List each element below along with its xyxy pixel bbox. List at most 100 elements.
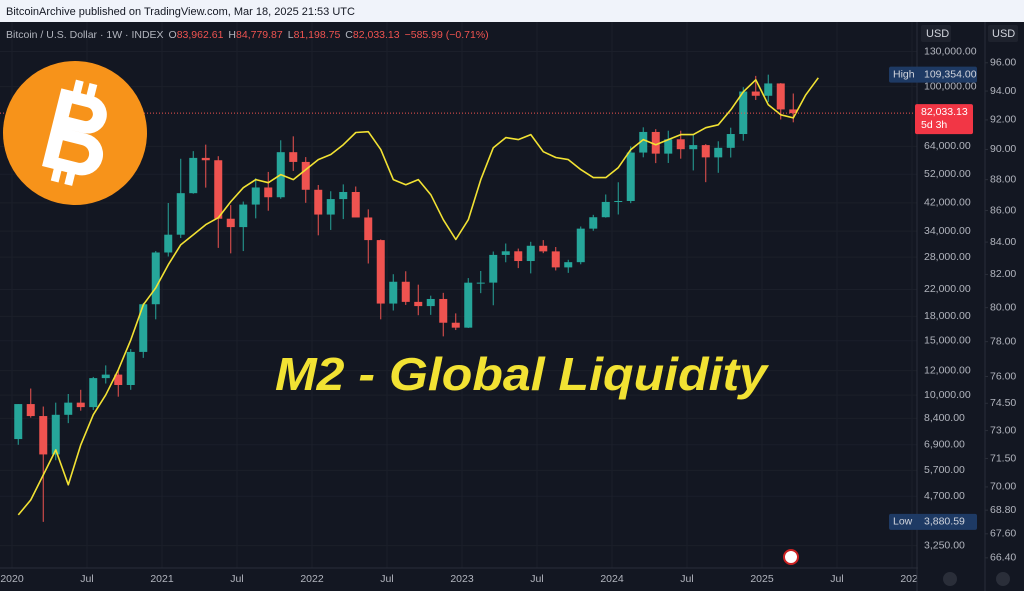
candle-body xyxy=(289,152,298,162)
legend-value: 81,198.75 xyxy=(294,29,341,41)
y2-tick-label: 78.00 xyxy=(990,335,1016,347)
candle-body xyxy=(776,83,785,110)
candle-body xyxy=(764,83,773,96)
y-tick-label: 3,250.00 xyxy=(924,539,965,551)
candle-body xyxy=(214,160,223,219)
candle-body xyxy=(64,402,73,415)
axis-button xyxy=(996,572,1010,586)
y-tick-label: 42,000.00 xyxy=(924,197,971,209)
low-box xyxy=(889,513,977,530)
y2-tick-label: 88.00 xyxy=(990,173,1016,185)
candle-body xyxy=(526,245,535,262)
candle-body xyxy=(489,254,498,283)
y-tick-label: 130,000.00 xyxy=(924,45,977,57)
candle-body xyxy=(364,217,373,241)
candle-body xyxy=(626,152,635,201)
y-tick-label: 12,000.00 xyxy=(924,364,971,376)
candle-body xyxy=(151,252,160,305)
last-price-box xyxy=(915,104,973,135)
candle-body xyxy=(789,109,798,114)
candle-body xyxy=(539,245,548,252)
y-tick-label: 100,000.00 xyxy=(924,80,977,92)
y2-tick-label: 76.00 xyxy=(990,370,1016,382)
candle-body xyxy=(689,145,698,150)
event-icon xyxy=(783,549,799,565)
y2-tick-label: 86.00 xyxy=(990,204,1016,216)
candle-body xyxy=(726,134,735,148)
legend: Bitcoin / U.S. Dollar · 1W · INDEX O83,96… xyxy=(6,29,489,41)
candle-body xyxy=(639,131,648,153)
candle-body xyxy=(226,218,235,228)
y-tick-label: 22,000.00 xyxy=(924,283,971,295)
y-tick-label: 8,400.00 xyxy=(924,412,965,424)
candle-body xyxy=(426,298,435,307)
y2-tick-label: 70.00 xyxy=(990,481,1016,493)
candle-body xyxy=(101,374,110,379)
candle-body xyxy=(39,416,48,455)
legend-key: H xyxy=(228,29,236,41)
x-tick-label: Jul xyxy=(380,573,393,585)
candle-body xyxy=(326,199,335,215)
legend-value: 83,962.61 xyxy=(177,29,224,41)
high-box xyxy=(889,66,977,83)
candle-body xyxy=(389,281,398,304)
y-tick-label: 15,000.00 xyxy=(924,335,971,347)
candle-body xyxy=(26,404,35,417)
logo-stroke xyxy=(72,79,84,96)
candle-body xyxy=(576,228,585,263)
candle-body xyxy=(701,145,710,158)
candle-body xyxy=(301,161,310,190)
axis-button xyxy=(943,572,957,586)
candle-body xyxy=(476,282,485,284)
unit-box xyxy=(921,25,951,42)
legend-key: C xyxy=(345,29,353,41)
candle-body xyxy=(751,91,760,96)
y-tick-label: 5,700.00 xyxy=(924,464,965,476)
last-price-label: 82,033.13 xyxy=(921,106,968,118)
y-tick-label: 4,700.00 xyxy=(924,490,965,502)
candle-body xyxy=(401,281,410,302)
candle-body xyxy=(414,301,423,307)
unit-box xyxy=(988,25,1018,42)
candle-body xyxy=(439,298,448,323)
y-tick-label: 28,000.00 xyxy=(924,251,971,263)
x-tick-label: 2025 xyxy=(750,573,774,585)
candle-body xyxy=(201,157,210,161)
candle-body xyxy=(176,193,185,235)
candle-body xyxy=(239,204,248,228)
header-bar xyxy=(0,0,1024,22)
y2-tick-label: 68.80 xyxy=(990,504,1016,516)
y2-tick-label: 84.00 xyxy=(990,236,1016,248)
y2-tick-label: 74.50 xyxy=(990,397,1016,409)
y2-tick-label: 71.50 xyxy=(990,452,1016,464)
candle-body xyxy=(651,131,660,154)
y-unit: USD xyxy=(926,28,949,40)
y2-unit: USD xyxy=(992,28,1015,40)
y-tick-label: 34,000.00 xyxy=(924,225,971,237)
candle-body xyxy=(714,147,723,158)
x-tick-label: 2023 xyxy=(450,573,474,585)
y2-tick-label: 82.00 xyxy=(990,268,1016,280)
candle-body xyxy=(601,201,610,218)
x-tick-label: 2020 xyxy=(0,573,24,585)
y-tick-label: 52,000.00 xyxy=(924,168,971,180)
candle-body xyxy=(351,191,360,218)
low-label: Low xyxy=(893,516,913,528)
y2-tick-label: 67.60 xyxy=(990,528,1016,540)
y-tick-label: 6,900.00 xyxy=(924,439,965,451)
logo-stroke xyxy=(50,166,62,183)
y-tick-label: 10,000.00 xyxy=(924,389,971,401)
y2-tick-label: 80.00 xyxy=(990,301,1016,313)
y-tick-label: 64,000.00 xyxy=(924,140,971,152)
candle-body xyxy=(501,251,510,255)
candle-body xyxy=(314,189,323,215)
candle-body xyxy=(464,282,473,328)
legend-value: −585.99 (−0.71%) xyxy=(405,29,489,41)
logo-stroke xyxy=(86,83,98,99)
low-value: 3,880.59 xyxy=(924,516,965,528)
high-label: High xyxy=(893,68,915,80)
x-tick-label: Jul xyxy=(530,573,543,585)
y-tick-label: 18,000.00 xyxy=(924,310,971,322)
